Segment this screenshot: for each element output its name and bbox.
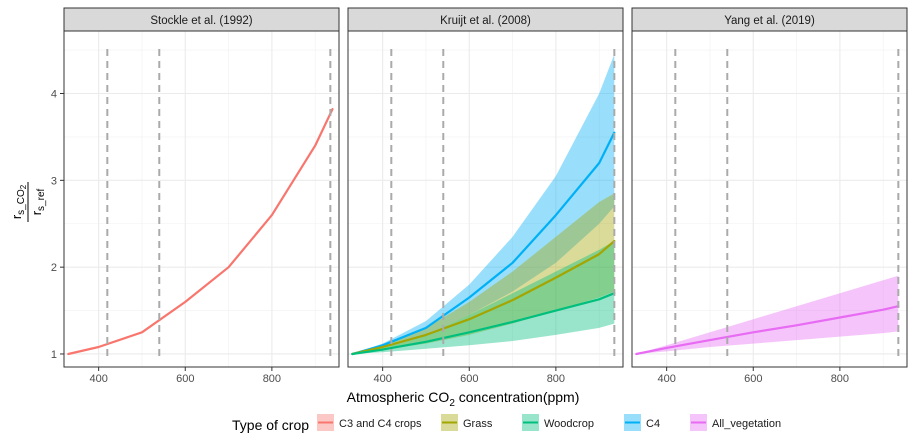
ribbon-all-vegetation — [636, 275, 899, 354]
xlabel-pre: Atmospheric CO — [347, 389, 450, 405]
panel-background — [632, 31, 907, 367]
x-tick-label: 800 — [263, 373, 281, 385]
panel-1: Stockle et al. (1992) 400 600 800 — [63, 7, 340, 385]
x-tick-label: 800 — [831, 373, 849, 385]
x-tick-label: 800 — [547, 373, 565, 385]
panel-strip — [631, 7, 908, 32]
x-tick-label: 600 — [176, 373, 194, 385]
panel-title: Kruijt et al. (2008) — [440, 15, 531, 27]
legend-item-woodcrop: Woodcrop — [522, 414, 594, 431]
svg-text:rs_ref: rs_ref — [29, 188, 47, 215]
legend-item-c4: C4 — [624, 414, 660, 431]
line-woodcrop — [351, 292, 616, 356]
panel-2: Kruijt et al. (2008) 400 600 800 — [347, 7, 624, 385]
y-tick-label: 1 — [51, 349, 57, 361]
ylabel-den-main: r — [29, 210, 44, 215]
line-c4 — [351, 131, 616, 356]
ribbon-c4 — [352, 54, 615, 355]
legend-label: C3 and C4 crops — [339, 418, 422, 430]
line-c3-and-c4-crops — [67, 108, 334, 356]
ylabel-num-subsub: 2 — [19, 184, 28, 189]
ylabel-num-sub: s_CO — [16, 189, 27, 215]
panel-background — [64, 31, 339, 367]
legend-label: Woodcrop — [544, 418, 594, 430]
xlabel-post: concentration(ppm) — [455, 389, 580, 405]
y-tick-label: 2 — [51, 262, 57, 274]
xlabel-sub: 2 — [449, 398, 455, 409]
ylabel-num-main: r — [9, 214, 24, 219]
y-axis: 1 2 3 4 — [51, 89, 64, 361]
legend-title: Type of crop — [232, 417, 309, 433]
x-tick-label: 400 — [657, 373, 675, 385]
y-tick-label: 4 — [51, 89, 57, 101]
panel-strip — [63, 7, 340, 32]
legend: Type of crop C3 and C4 crops Grass Woodcro… — [232, 414, 781, 433]
x-axis-label: Atmospheric CO2 concentration(ppm) — [347, 389, 580, 409]
y-axis-label: rs_CO2 rs_ref — [9, 182, 47, 222]
ylabel-den-sub: s_ref — [36, 188, 47, 210]
panel-title: Yang et al. (2019) — [724, 15, 815, 27]
ribbon-woodcrop — [352, 241, 615, 354]
legend-label: All_vegetation — [712, 418, 781, 430]
line-grass — [351, 240, 616, 356]
panel-title: Stockle et al. (1992) — [150, 15, 252, 27]
legend-item-all-vegetation: All_vegetation — [690, 414, 781, 431]
y-tick-label: 3 — [51, 175, 57, 187]
panel-3: Yang et al. (2019) 400 600 800 — [631, 7, 908, 385]
legend-item-c3-and-c4-crops: C3 and C4 crops — [317, 414, 422, 431]
x-tick-label: 600 — [744, 373, 762, 385]
svg-text:rs_CO2: rs_CO2 — [9, 184, 28, 219]
legend-item-grass: Grass — [441, 414, 493, 431]
legend-label: C4 — [646, 418, 660, 430]
panel-strip — [347, 7, 624, 32]
x-tick-label: 600 — [460, 373, 478, 385]
legend-label: Grass — [463, 418, 493, 430]
x-tick-label: 400 — [89, 373, 107, 385]
x-tick-label: 400 — [373, 373, 391, 385]
line-all-vegetation — [635, 305, 900, 356]
